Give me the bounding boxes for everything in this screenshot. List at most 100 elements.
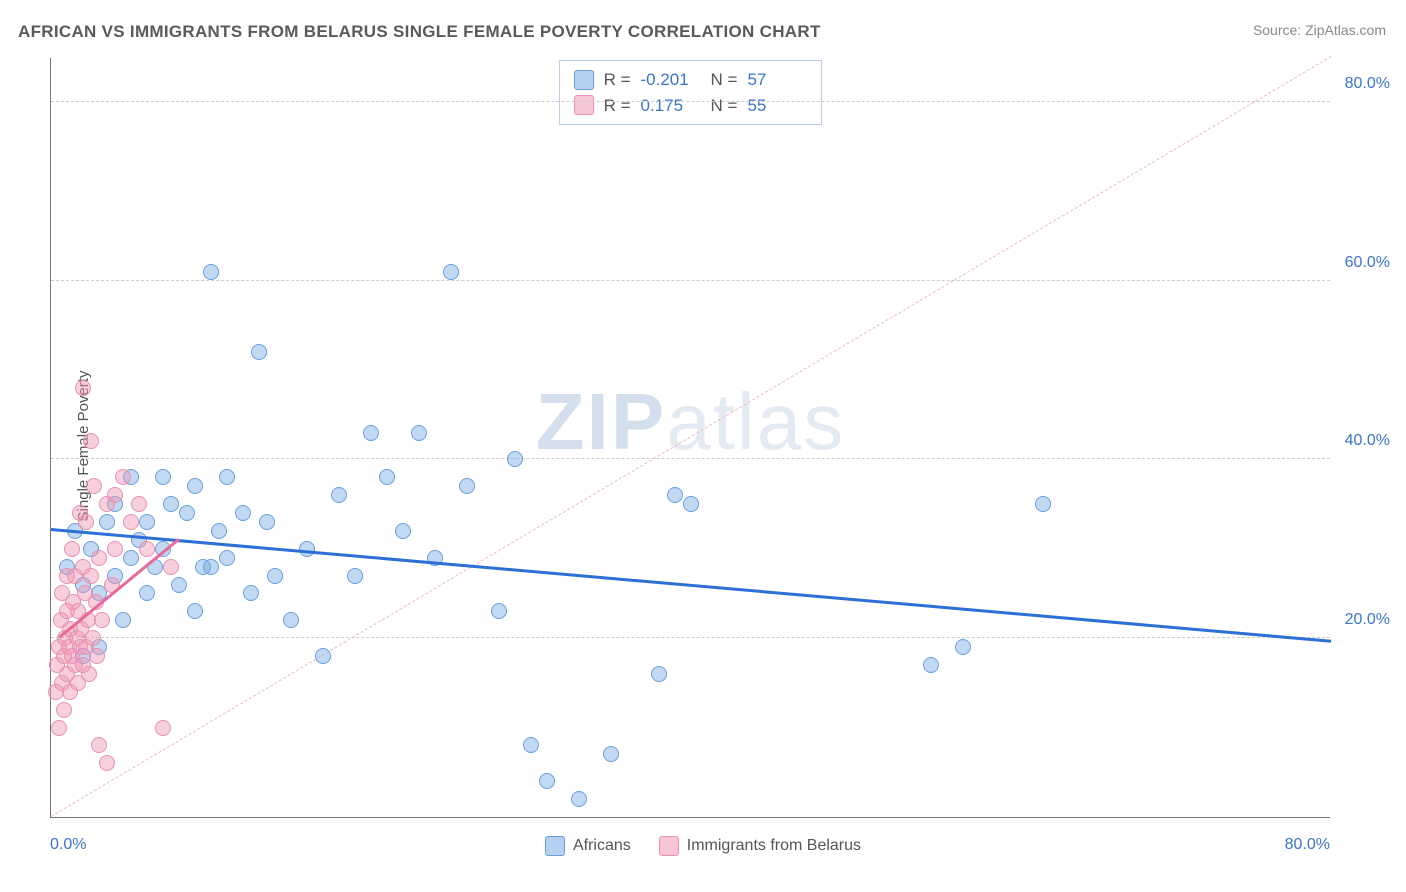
gridline [51,637,1330,638]
gridline [51,280,1330,281]
data-point [251,344,267,360]
y-tick-label: 80.0% [1345,75,1390,93]
stat-r-label: R = [604,93,631,119]
data-point [243,585,259,601]
data-point [259,514,275,530]
stat-n-label: N = [711,93,738,119]
data-point [299,541,315,557]
stats-row: R = -0.201 N = 57 [574,67,808,93]
data-point [89,648,105,664]
stats-row: R = 0.175 N = 55 [574,93,808,119]
stats-box: R = -0.201 N = 57 R = 0.175 N = 55 [559,60,823,125]
source-credit: Source: ZipAtlas.com [1253,22,1386,38]
trend-line [51,528,1331,642]
data-point [94,612,110,628]
identity-line [51,56,1331,817]
data-point [363,425,379,441]
data-point [83,433,99,449]
data-point [131,496,147,512]
data-point [491,603,507,619]
data-point [163,559,179,575]
y-tick-label: 40.0% [1345,432,1390,450]
data-point [155,720,171,736]
legend-label: Africans [573,837,631,855]
data-point [395,523,411,539]
swatch-blue-icon [545,836,565,856]
data-point [283,612,299,628]
x-tick-min: 0.0% [50,836,86,854]
y-tick-label: 20.0% [1345,611,1390,629]
plot-area: ZIPatlas R = -0.201 N = 57 R = 0.175 N =… [50,58,1330,818]
data-point [1035,496,1051,512]
data-point [187,478,203,494]
y-tick-label: 60.0% [1345,254,1390,272]
data-point [459,478,475,494]
data-point [85,630,101,646]
stat-r-value: 0.175 [641,93,701,119]
data-point [107,487,123,503]
data-point [51,720,67,736]
data-point [115,612,131,628]
data-point [78,514,94,530]
data-point [523,737,539,753]
data-point [83,568,99,584]
data-point [667,487,683,503]
data-point [187,603,203,619]
swatch-pink-icon [659,836,679,856]
data-point [315,648,331,664]
data-point [219,550,235,566]
data-point [99,755,115,771]
legend-item: Africans [545,836,631,856]
data-point [923,657,939,673]
stat-n-value: 55 [747,93,807,119]
data-point [75,380,91,396]
gridline [51,458,1330,459]
watermark-bold: ZIP [536,377,666,466]
data-point [443,264,459,280]
data-point [211,523,227,539]
data-point [99,514,115,530]
data-point [171,577,187,593]
data-point [603,746,619,762]
data-point [203,264,219,280]
data-point [267,568,283,584]
data-point [107,541,123,557]
data-point [81,666,97,682]
watermark-rest: atlas [666,377,845,466]
data-point [91,737,107,753]
stat-n-value: 57 [747,67,807,93]
stat-n-label: N = [711,67,738,93]
data-point [64,541,80,557]
data-point [56,702,72,718]
data-point [155,469,171,485]
data-point [539,773,555,789]
data-point [683,496,699,512]
source-link[interactable]: ZipAtlas.com [1305,22,1386,38]
data-point [235,505,251,521]
data-point [331,487,347,503]
chart-title: AFRICAN VS IMMIGRANTS FROM BELARUS SINGL… [18,22,821,42]
data-point [91,550,107,566]
data-point [203,559,219,575]
x-tick-max: 80.0% [1285,836,1330,854]
data-point [179,505,195,521]
data-point [411,425,427,441]
legend: Africans Immigrants from Belarus [545,836,861,856]
data-point [163,496,179,512]
data-point [139,585,155,601]
data-point [571,791,587,807]
data-point [139,541,155,557]
data-point [139,514,155,530]
watermark: ZIPatlas [536,376,845,468]
legend-label: Immigrants from Belarus [687,837,861,855]
data-point [123,550,139,566]
data-point [507,451,523,467]
swatch-blue-icon [574,70,594,90]
source-label: Source: [1253,22,1301,38]
gridline [51,101,1330,102]
stat-r-value: -0.201 [641,67,701,93]
data-point [123,514,139,530]
data-point [219,469,235,485]
legend-item: Immigrants from Belarus [659,836,861,856]
swatch-pink-icon [574,95,594,115]
